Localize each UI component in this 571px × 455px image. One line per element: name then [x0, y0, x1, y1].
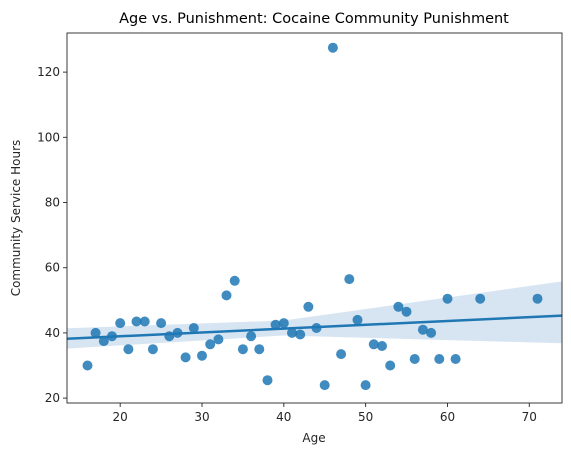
data-point	[402, 307, 412, 317]
data-point	[115, 318, 125, 328]
data-point	[140, 317, 150, 327]
data-point	[123, 344, 133, 354]
data-point	[263, 375, 273, 385]
plot-area	[67, 43, 562, 390]
data-point	[246, 331, 256, 341]
data-point	[475, 294, 485, 304]
data-point	[303, 302, 313, 312]
y-tick-label: 120	[37, 65, 60, 79]
data-point	[328, 43, 338, 53]
data-point	[336, 349, 346, 359]
data-point	[385, 361, 395, 371]
y-tick-label: 100	[37, 130, 60, 144]
data-point	[238, 344, 248, 354]
data-point	[213, 334, 223, 344]
chart-title: Age vs. Punishment: Cocaine Community Pu…	[119, 11, 509, 27]
data-point	[353, 315, 363, 325]
data-point	[451, 354, 461, 364]
data-point	[222, 290, 232, 300]
confidence-band	[67, 281, 562, 348]
data-point	[156, 318, 166, 328]
data-point	[148, 344, 158, 354]
x-tick-label: 50	[358, 410, 373, 424]
data-point	[83, 361, 93, 371]
y-tick-label: 40	[45, 326, 60, 340]
data-point	[344, 274, 354, 284]
data-point	[533, 294, 543, 304]
y-tick-label: 80	[45, 196, 60, 210]
x-tick-label: 30	[194, 410, 209, 424]
y-axis-label: Community Service Hours	[9, 140, 23, 297]
data-point	[361, 380, 371, 390]
y-tick-label: 60	[45, 261, 60, 275]
data-point	[254, 344, 264, 354]
data-point	[295, 330, 305, 340]
x-tick-label: 20	[113, 410, 128, 424]
data-point	[410, 354, 420, 364]
y-tick-label: 20	[45, 391, 60, 405]
data-point	[434, 354, 444, 364]
plot-frame	[67, 33, 562, 403]
x-tick-label: 60	[440, 410, 455, 424]
data-point	[377, 341, 387, 351]
x-axis: 20 30 40 50 60 70	[113, 403, 537, 424]
x-axis-label: Age	[302, 431, 325, 445]
data-point	[426, 328, 436, 338]
x-tick-label: 40	[276, 410, 291, 424]
y-axis: 20 40 60 80 100 120	[37, 65, 67, 405]
data-point	[320, 380, 330, 390]
data-point	[443, 294, 453, 304]
x-tick-label: 70	[522, 410, 537, 424]
data-point	[230, 276, 240, 286]
data-point	[197, 351, 207, 361]
data-point	[279, 318, 289, 328]
data-point	[181, 352, 191, 362]
